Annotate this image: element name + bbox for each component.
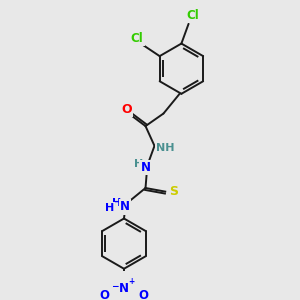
Text: N: N <box>119 282 129 295</box>
Text: S: S <box>169 185 178 198</box>
Text: +: + <box>128 277 135 286</box>
Text: Cl: Cl <box>131 32 144 45</box>
Text: NH: NH <box>156 142 175 153</box>
Text: −: − <box>111 282 119 291</box>
Text: O: O <box>139 289 149 300</box>
Text: H: H <box>134 159 143 169</box>
Text: H: H <box>105 203 114 213</box>
Text: O: O <box>99 289 109 300</box>
Text: N: N <box>120 200 130 213</box>
Text: N: N <box>140 161 151 174</box>
Text: H: H <box>112 198 122 208</box>
Text: O: O <box>122 103 132 116</box>
Text: Cl: Cl <box>187 9 200 22</box>
